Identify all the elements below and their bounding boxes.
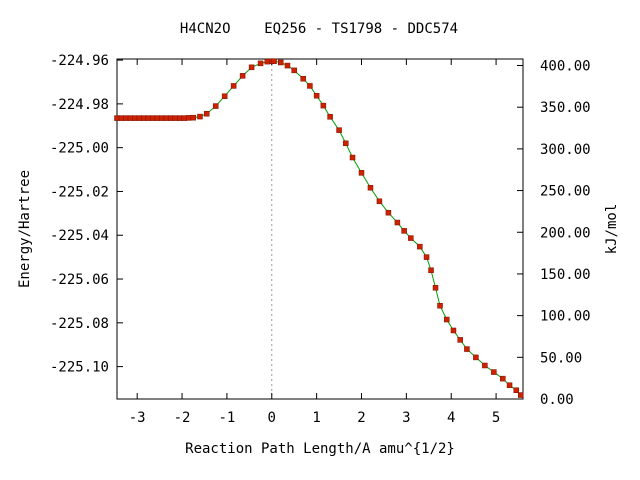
data-point-52: [443, 316, 450, 323]
data-point-53: [450, 327, 457, 334]
x-tick-label-5: 2: [357, 410, 365, 426]
data-point-49: [428, 267, 434, 274]
data-point-51: [437, 302, 443, 309]
y2-tick-label-4: 200.00: [540, 225, 591, 241]
x-tick-label-4: 1: [312, 410, 320, 426]
data-point-30: [284, 62, 291, 69]
data-point-20: [212, 103, 219, 109]
data-point-38: [343, 140, 349, 147]
data-point-24: [248, 64, 255, 71]
series-line: [117, 60, 522, 396]
y-tick-label-7: -225.10: [50, 360, 109, 376]
data-point-31: [291, 67, 297, 74]
y2-tick-label-5: 150.00: [540, 267, 591, 283]
x-tick-label-8: 5: [492, 410, 500, 426]
data-point-54: [457, 337, 463, 343]
y-tick-label-2: -225.00: [50, 141, 109, 157]
data-point-33: [307, 83, 313, 89]
data-point-55: [464, 346, 470, 352]
data-point-43: [385, 209, 392, 216]
data-point-34: [313, 93, 320, 99]
y2-tick-label-2: 300.00: [540, 142, 591, 158]
y2-axis-label: kJ/mol: [604, 204, 620, 255]
data-point-58: [491, 369, 497, 375]
data-point-46: [408, 235, 414, 241]
y-tick-label-0: -224.96: [50, 53, 109, 69]
data-point-62: [518, 392, 524, 398]
y2-tick-label-6: 100.00: [540, 309, 591, 325]
chart-title: H4CN2O EQ256 - TS1798 - DDC574: [180, 21, 458, 37]
data-point-39: [349, 154, 356, 161]
series-points: [114, 58, 524, 398]
tick-labels-layer: -3 -2 -1 0 1 2 3 4 5 -224.96 -224.98 -225.00 -225.02…: [50, 53, 591, 426]
data-point-28: [271, 58, 277, 64]
data-point-59: [500, 375, 506, 382]
x-tick-label-3: 0: [268, 410, 276, 426]
data-point-57: [482, 362, 488, 369]
data-point-44: [394, 219, 401, 226]
y2-tick-label-1: 350.00: [540, 100, 591, 116]
data-point-40: [358, 170, 365, 176]
y-tick-label-1: -224.98: [50, 97, 109, 113]
plot-frame: [116, 58, 524, 400]
data-point-41: [367, 184, 374, 191]
data-point-48: [423, 254, 430, 260]
data-point-56: [473, 354, 479, 361]
data-point-47: [417, 243, 423, 250]
data-point-22: [230, 83, 237, 89]
data-point-35: [320, 102, 327, 109]
data-point-37: [336, 127, 342, 133]
y-tick-label-6: -225.08: [50, 316, 109, 332]
x-tick-label-6: 3: [402, 410, 410, 426]
data-point-61: [513, 387, 520, 393]
y2-tick-label-8: 0.00: [540, 392, 574, 408]
y2-tick-label-7: 50.00: [540, 350, 582, 366]
data-point-19: [203, 110, 210, 117]
data-point-42: [376, 198, 383, 205]
data-point-23: [239, 73, 246, 79]
data-point-60: [506, 382, 513, 388]
data-point-17: [190, 114, 197, 121]
x-tick-label-0: -3: [129, 410, 146, 426]
y2-tick-label-3: 250.00: [540, 184, 591, 200]
data-point-29: [278, 59, 284, 66]
ticks-layer: [117, 59, 523, 400]
y-tick-label-4: -225.04: [50, 228, 109, 244]
y-tick-label-5: -225.06: [50, 272, 109, 288]
data-point-50: [432, 285, 439, 291]
y2-tick-label-0: 400.00: [540, 59, 591, 75]
x-axis-label: Reaction Path Length/A amu^{1/2}: [185, 441, 455, 457]
y-axis-label: Energy/Hartree: [17, 170, 33, 288]
data-point-32: [300, 75, 306, 82]
x-tick-label-7: 4: [447, 410, 455, 426]
data-point-18: [197, 113, 203, 120]
x-tick-label-1: -2: [174, 410, 191, 426]
data-point-25: [257, 60, 264, 67]
y-tick-label-3: -225.02: [50, 184, 109, 200]
data-point-45: [401, 228, 407, 234]
x-tick-label-2: -1: [218, 410, 235, 426]
data-point-21: [221, 93, 228, 99]
data-point-36: [327, 114, 333, 120]
